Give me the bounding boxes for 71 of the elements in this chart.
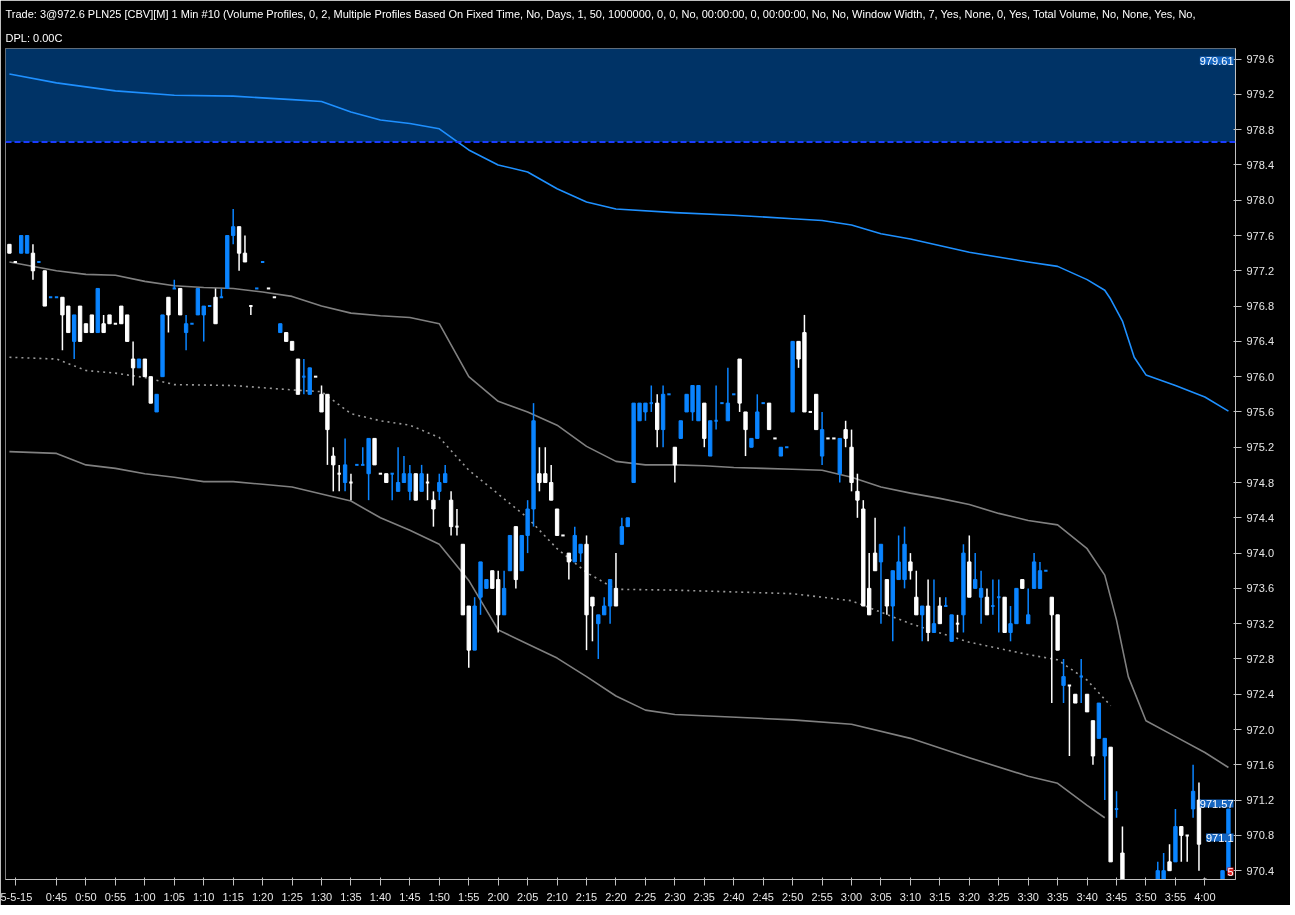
x-tick-label: 1:35 [340, 890, 362, 903]
y-tick-label: 970.8 [1246, 829, 1275, 842]
y-tick-label: 974.0 [1246, 547, 1275, 560]
x-tick-label: 1:00 [134, 890, 156, 903]
x-tick-label: 1:20 [251, 890, 274, 903]
annotation: 979.61 [1199, 54, 1234, 67]
x-tick-label: 1:45 [399, 890, 421, 903]
x-tick-label: 2:20 [605, 890, 627, 903]
x-tick-label: 2:05 [516, 890, 539, 903]
y-tick-label: 970.4 [1246, 864, 1275, 877]
x-tick-label: 1:40 [369, 890, 392, 903]
x-tick-label: 3:25 [988, 890, 1010, 903]
chart-title: Trade: 3@972.6 PLN25 [CBV][M] 1 Min #10 (Volume Profiles, 0, 2, Multiple Profiles Based On Fixed Time, No, Days, 1, 50, 1000000, 0, 0, No, 00:00:00, 0, 00:00:00, No, No, Window Width, 7, Yes, None, 0, Yes, Total Volume, No, None, Yes, No, [5, 7, 1196, 20]
annotation: 971.57 [1199, 797, 1234, 810]
x-tick-label: 0:55 [104, 890, 127, 903]
x-tick-label: 3:15 [929, 890, 951, 903]
x-tick-label: 2:15 [575, 890, 598, 903]
y-tick-label: 979.6 [1246, 53, 1275, 66]
x-tick-label: 3:50 [1135, 890, 1157, 903]
x-tick-label: 4:00 [1194, 890, 1216, 903]
x-tick-label: 1:55 [458, 890, 480, 903]
x-tick-label: 1:50 [428, 890, 451, 903]
y-tick-label: 973.2 [1246, 617, 1275, 630]
x-tick-label: 3:20 [958, 890, 981, 903]
x-tick-label: 1:25 [281, 890, 303, 903]
annotation: 971.1 [1205, 831, 1234, 844]
x-tick-label: 2:10 [546, 890, 568, 903]
x-tick-label: 3:40 [1076, 890, 1098, 903]
y-tick-label: 977.6 [1246, 229, 1275, 242]
y-tick-label: 971.6 [1246, 758, 1275, 771]
x-tick-label: 0:45 [45, 890, 68, 903]
x-tick-label: 3:05 [870, 890, 892, 903]
y-tick-label: 974.4 [1246, 511, 1275, 524]
y-tick-label: 976.4 [1246, 335, 1275, 348]
x-tick-label: 3:30 [1017, 890, 1039, 903]
y-tick-label: 978.4 [1246, 158, 1275, 171]
x-tick-label: 0:50 [75, 890, 97, 903]
y-tick-label: 973.6 [1246, 582, 1275, 595]
y-tick-label: 977.2 [1246, 264, 1275, 277]
x-tick-label: 3:45 [1105, 890, 1128, 903]
x-tick-label: 3:00 [840, 890, 863, 903]
y-tick-label: 979.2 [1246, 88, 1275, 101]
x-tick-label: 1:10 [193, 890, 215, 903]
x-tick-label: 1:05 [163, 890, 186, 903]
y-tick-label: 976.0 [1246, 370, 1275, 383]
x-tick-label: 2:40 [723, 890, 745, 903]
y-tick-label: 976.8 [1246, 300, 1275, 313]
y-tick-label: 974.8 [1246, 476, 1275, 489]
y-tick-label: 975.2 [1246, 441, 1275, 454]
annotation: 5 [1227, 865, 1234, 878]
y-tick-label: 975.6 [1246, 405, 1275, 418]
y-tick-label: 978.0 [1246, 194, 1275, 207]
y-tick-label: 972.4 [1246, 688, 1275, 701]
x-tick-label: 2:00 [487, 890, 509, 903]
x-tick-label: 5-5-15 [0, 890, 33, 903]
x-tick-label: 3:55 [1164, 890, 1187, 903]
chart-subtitle: DPL: 0.00C [5, 31, 63, 44]
x-tick-label: 2:30 [664, 890, 686, 903]
x-tick-label: 3:10 [899, 890, 922, 903]
x-tick-label: 1:15 [222, 890, 244, 903]
x-tick-label: 2:55 [811, 890, 833, 903]
y-tick-label: 972.0 [1246, 723, 1275, 736]
x-tick-label: 3:35 [1046, 890, 1069, 903]
x-tick-label: 2:35 [693, 890, 716, 903]
x-tick-label: 2:45 [752, 890, 774, 903]
x-tick-label: 1:30 [310, 890, 333, 903]
x-tick-label: 2:50 [781, 890, 804, 903]
y-tick-label: 971.2 [1246, 794, 1275, 807]
x-tick-label: 2:25 [634, 890, 657, 903]
y-tick-label: 972.8 [1246, 652, 1275, 665]
y-tick-label: 978.8 [1246, 123, 1275, 136]
